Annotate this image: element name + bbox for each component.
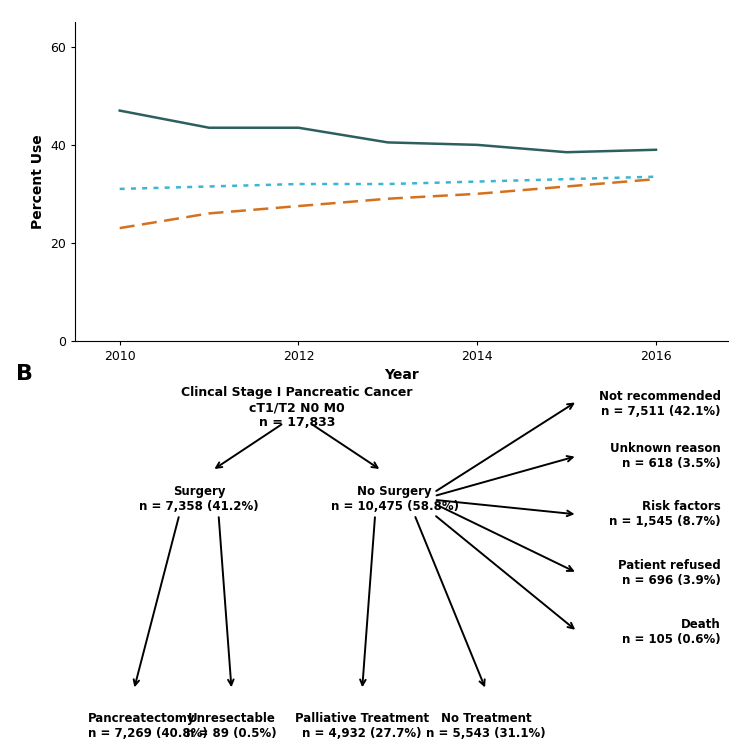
Text: Pancreatectomy
n = 7,269 (40.8%): Pancreatectomy n = 7,269 (40.8%) [88,712,208,740]
X-axis label: Year: Year [384,369,418,382]
Text: Not recommended
n = 7,511 (42.1%): Not recommended n = 7,511 (42.1%) [599,390,721,418]
Text: No Treatment
n = 5,543 (31.1%): No Treatment n = 5,543 (31.1%) [426,712,546,740]
Text: Surgery
n = 7,358 (41.2%): Surgery n = 7,358 (41.2%) [140,485,259,513]
Text: Unknown reason
n = 618 (3.5%): Unknown reason n = 618 (3.5%) [610,442,721,470]
Text: Death
n = 105 (0.6%): Death n = 105 (0.6%) [622,618,721,646]
Text: B: B [16,365,33,384]
Text: Patient refused
n = 696 (3.9%): Patient refused n = 696 (3.9%) [618,559,721,587]
Text: Palliative Treatment
n = 4,932 (27.7%): Palliative Treatment n = 4,932 (27.7%) [295,712,429,740]
Text: Clincal Stage I Pancreatic Cancer
cT1/T2 N0 M0
n = 17,833: Clincal Stage I Pancreatic Cancer cT1/T2… [181,386,412,429]
Text: Unresectable
n = 89 (0.5%): Unresectable n = 89 (0.5%) [186,712,277,740]
Y-axis label: Percent Use: Percent Use [31,134,44,229]
Text: No Surgery
n = 10,475 (58.8%): No Surgery n = 10,475 (58.8%) [331,485,459,513]
Text: Risk factors
n = 1,545 (8.7%): Risk factors n = 1,545 (8.7%) [609,500,721,529]
